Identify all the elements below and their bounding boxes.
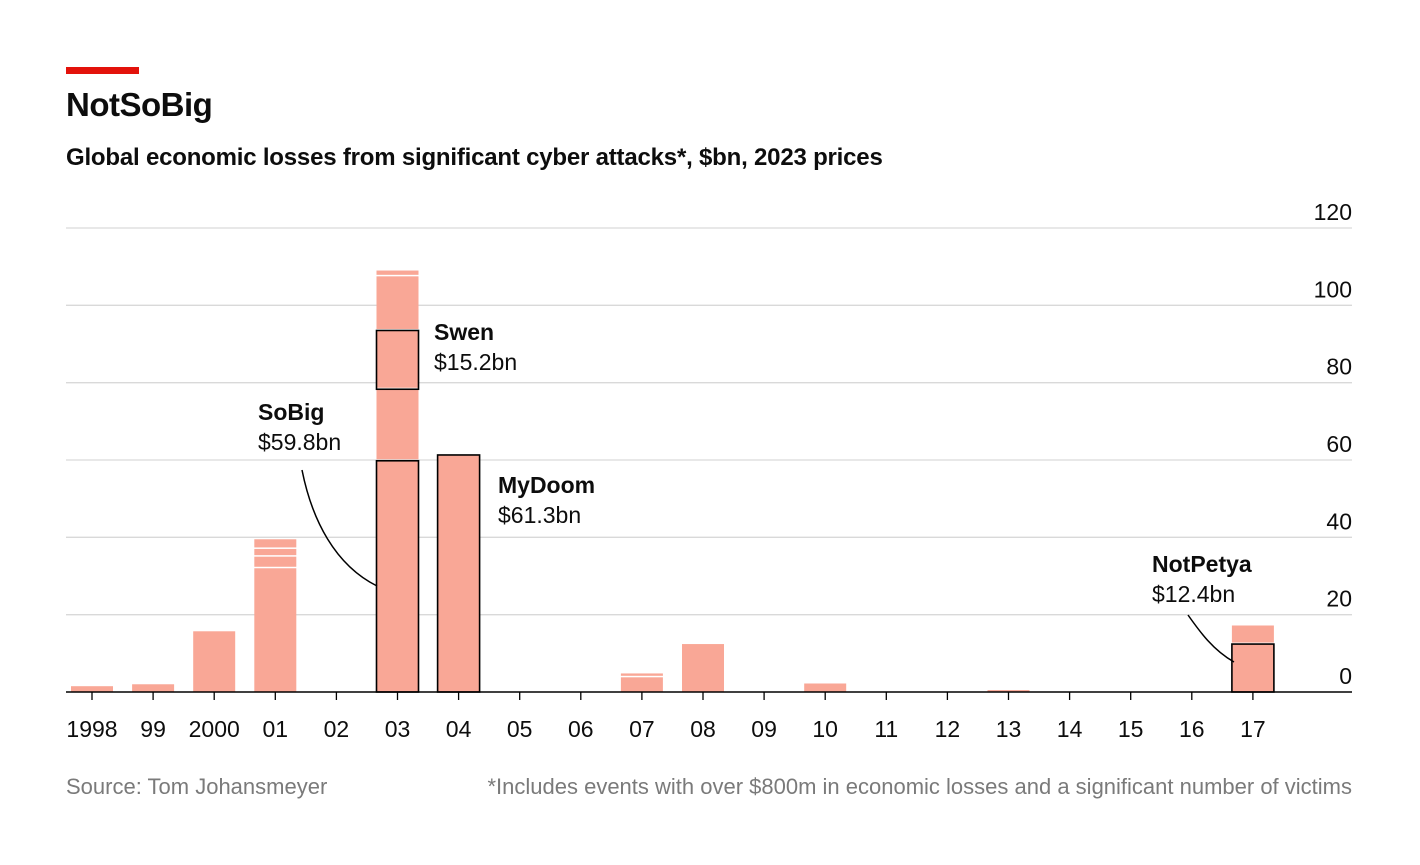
x-tick-label: 12 [935,716,961,742]
x-tick-label: 17 [1240,716,1266,742]
bar-segment-03-0 [376,460,419,692]
bar-segment-01-0 [254,568,297,692]
y-axis-ticks: 0 20 40 60 80 100 120 [1314,199,1352,689]
x-tick-label: 99 [140,716,166,742]
y-tick-label: 60 [1326,431,1352,457]
bar-segment-1998-0 [71,686,113,692]
chart-subtitle: Global economic losses from significant … [66,144,883,171]
x-tick-label: 03 [385,716,411,742]
bar-segment-01-1 [254,556,297,567]
bar-segment-04-0 [437,454,480,692]
bar-segment-03-2 [376,330,419,388]
x-tick-label: 13 [996,716,1022,742]
accent-bar [66,67,139,74]
annotation-value-notpetya: $12.4bn [1152,581,1235,607]
annotation-value-mydoom: $61.3bn [498,502,581,528]
x-tick-label: 10 [812,716,838,742]
bar-segment-99-0 [132,684,175,692]
x-tick-label: 05 [507,716,533,742]
bar-segment-17-0 [1231,644,1274,692]
annotation-name-swen: Swen [434,319,494,345]
highlight-box-swen [375,329,420,391]
bar-segment-01-3 [254,539,297,548]
bars [71,270,1274,692]
x-tick-label: 1998 [66,716,117,742]
leader-line-sobig [301,469,378,587]
x-tick-label: 04 [446,716,472,742]
bar-segment-03-1 [376,389,419,460]
x-tick-label: 15 [1118,716,1144,742]
bar-segment-13-0 [987,690,1030,692]
bar-segment-10-0 [804,683,847,692]
x-tick-label: 07 [629,716,655,742]
y-tick-label: 100 [1314,276,1352,302]
y-tick-label: 20 [1326,586,1352,612]
bar-segment-03-3 [376,276,419,329]
bar-segment-03-4 [376,270,419,275]
x-tick-label: 01 [263,716,289,742]
y-tick-label: 0 [1339,663,1352,689]
x-tick-label: 09 [751,716,777,742]
x-tick-label: 14 [1057,716,1083,742]
annotation-value-sobig: $59.8bn [258,429,341,455]
bar-segment-07-0 [620,677,663,692]
x-tick-label: 16 [1179,716,1205,742]
bar-segment-08-0 [682,644,724,692]
x-tick-label: 2000 [189,716,240,742]
x-tick-label: 02 [324,716,350,742]
y-tick-label: 120 [1314,199,1352,225]
source-note: Source: Tom Johansmeyer [66,774,328,799]
bar-segment-07-1 [620,673,663,676]
bar-segment-01-2 [254,548,297,556]
x-axis-ticks: 1998 99 2000 01 02 03 04 05 06 07 08 09 10 11 12 13 14 15… [66,692,1266,742]
y-tick-label: 80 [1326,354,1352,380]
x-tick-label: 11 [874,716,898,742]
annotation-value-swen: $15.2bn [434,349,517,375]
y-tick-label: 40 [1326,508,1352,534]
footnote: *Includes events with over $800m in econ… [487,774,1352,799]
annotations: SoBig $59.8bn Swen $15.2bn MyDoom $61.3bn NotP… [258,319,1252,663]
annotation-name-mydoom: MyDoom [498,472,595,498]
x-tick-label: 08 [690,716,716,742]
bar-segment-2000-0 [193,631,236,692]
bar-segment-17-1 [1231,625,1274,643]
x-tick-label: 06 [568,716,594,742]
annotation-name-notpetya: NotPetya [1152,551,1252,577]
chart-title: NotSoBig [66,86,213,123]
leader-line-notpetya [1187,614,1235,663]
annotation-name-sobig: SoBig [258,399,324,425]
